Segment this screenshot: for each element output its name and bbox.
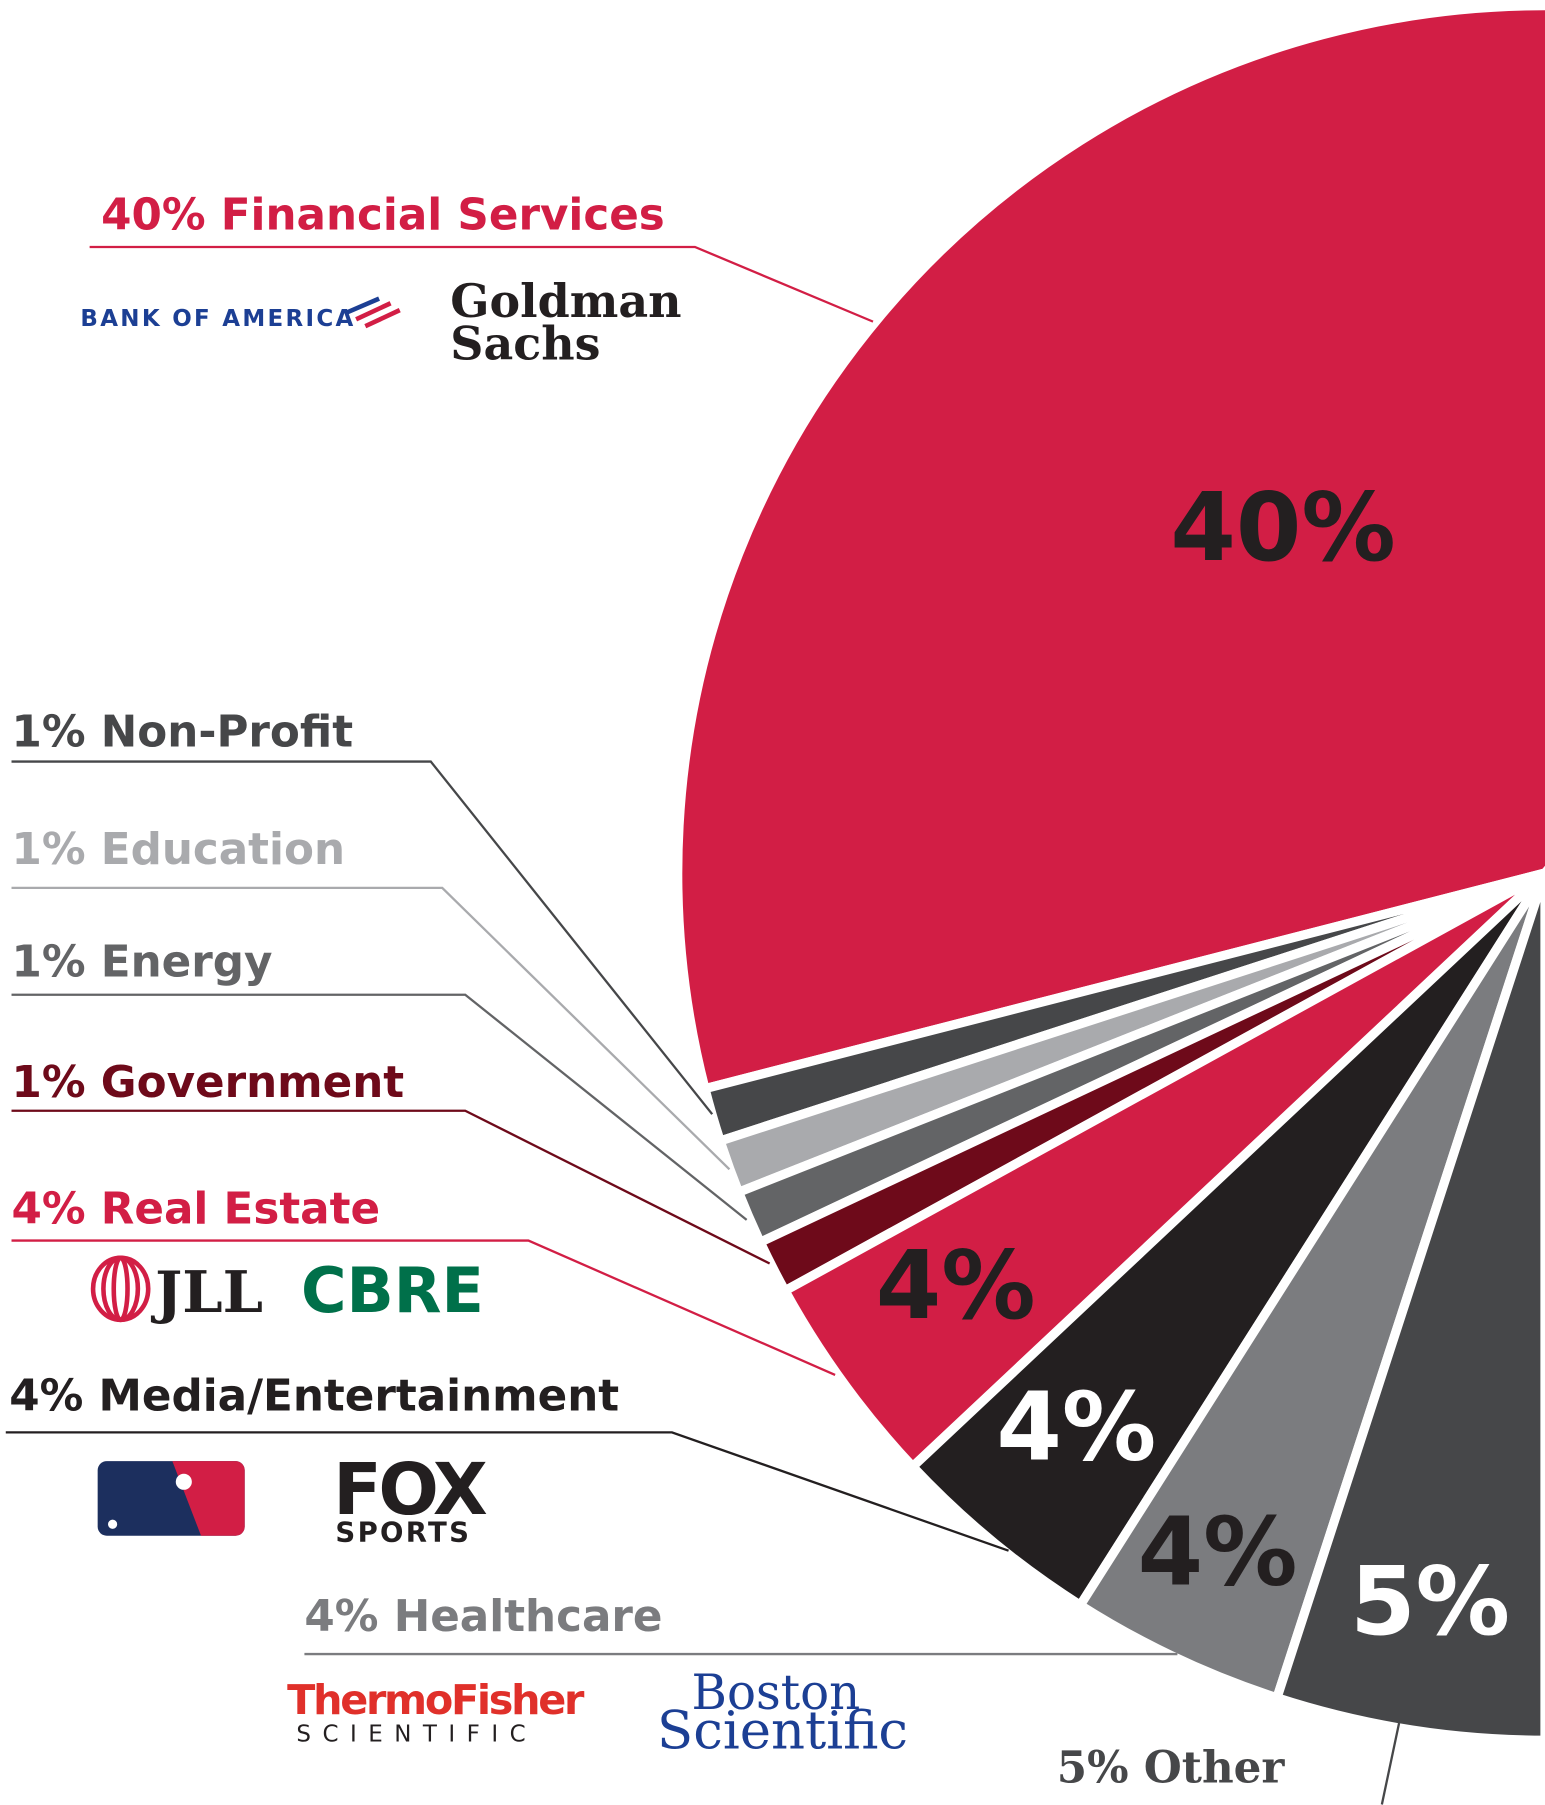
slice-label: 1% Government <box>12 1057 405 1108</box>
slice-value-label: 4% <box>996 1373 1156 1482</box>
leader-line <box>1380 1722 1401 1805</box>
slice-value-label: 40% <box>1170 474 1395 583</box>
slice-name: Real Estate <box>101 1183 380 1234</box>
slice-value-label: 5% <box>1350 1548 1510 1657</box>
logo-text: FOX <box>333 1448 487 1531</box>
slice-label: 40% Financial Services <box>101 190 665 241</box>
leader-line <box>11 1109 771 1265</box>
slice-percent: 1% <box>12 936 86 987</box>
leader-line <box>11 1239 836 1376</box>
logo-text: SCIENTIFIC <box>296 1721 537 1747</box>
logo-text: Scientific <box>657 1700 908 1761</box>
logo-text: CBRE <box>301 1254 484 1327</box>
leader-line <box>11 886 731 1171</box>
slice-label: 1% Energy <box>12 936 273 987</box>
logo-text: SPORTS <box>335 1516 471 1548</box>
slice-name: Healthcare <box>394 1591 663 1642</box>
logo-text: Boston <box>692 1665 861 1721</box>
slice-label: 4% Real Estate <box>12 1183 381 1234</box>
leader-line <box>11 760 714 1115</box>
slice-percent: 4% <box>9 1371 83 1422</box>
slice-label: 1% Non-Profit <box>12 707 354 758</box>
logo-text: JLL <box>150 1258 263 1326</box>
slice-value-label: 4% <box>876 1232 1036 1341</box>
leader-line <box>11 993 748 1221</box>
mlb-logo <box>97 1461 245 1536</box>
logo-text: Goldman <box>450 274 681 328</box>
slice-label: 1% Education <box>12 824 346 875</box>
slice-percent: 1% <box>12 824 86 875</box>
leader-line <box>89 245 874 323</box>
logo-art <box>90 296 401 1536</box>
slice-label: 4% Healthcare <box>304 1591 662 1642</box>
logo-text: ThermoFisher <box>287 1676 585 1724</box>
slice-percent: 4% <box>12 1183 86 1234</box>
slice-name: Other <box>1144 1743 1286 1794</box>
slice-percent: 5% <box>1057 1743 1129 1794</box>
slice-name: Government <box>101 1057 404 1108</box>
pie <box>673 1 1545 1745</box>
logo-text: BANK OF AMERICA <box>80 306 355 332</box>
leader-line <box>5 1431 1009 1552</box>
slice-label: 5% Other <box>1057 1743 1286 1794</box>
logo-text: Sachs <box>450 317 600 371</box>
slice-name: Media/Entertainment <box>98 1371 619 1422</box>
slice-percent: 40% <box>101 190 205 241</box>
slice-percent: 4% <box>304 1591 378 1642</box>
jll-icon <box>90 1255 151 1323</box>
slice-name: Financial Services <box>221 190 665 241</box>
slice-percent: 1% <box>12 707 86 758</box>
bofa-flag <box>346 296 401 329</box>
slice-value-label: 4% <box>1138 1499 1298 1608</box>
pie-slice <box>1272 868 1545 1745</box>
slice-label: 4% Media/Entertainment <box>9 1371 619 1422</box>
pie-slice <box>673 1 1545 1094</box>
slice-percent: 1% <box>12 1057 86 1108</box>
slice-name: Non-Profit <box>101 707 353 758</box>
slice-name: Energy <box>101 936 273 987</box>
slice-name: Education <box>101 824 345 875</box>
